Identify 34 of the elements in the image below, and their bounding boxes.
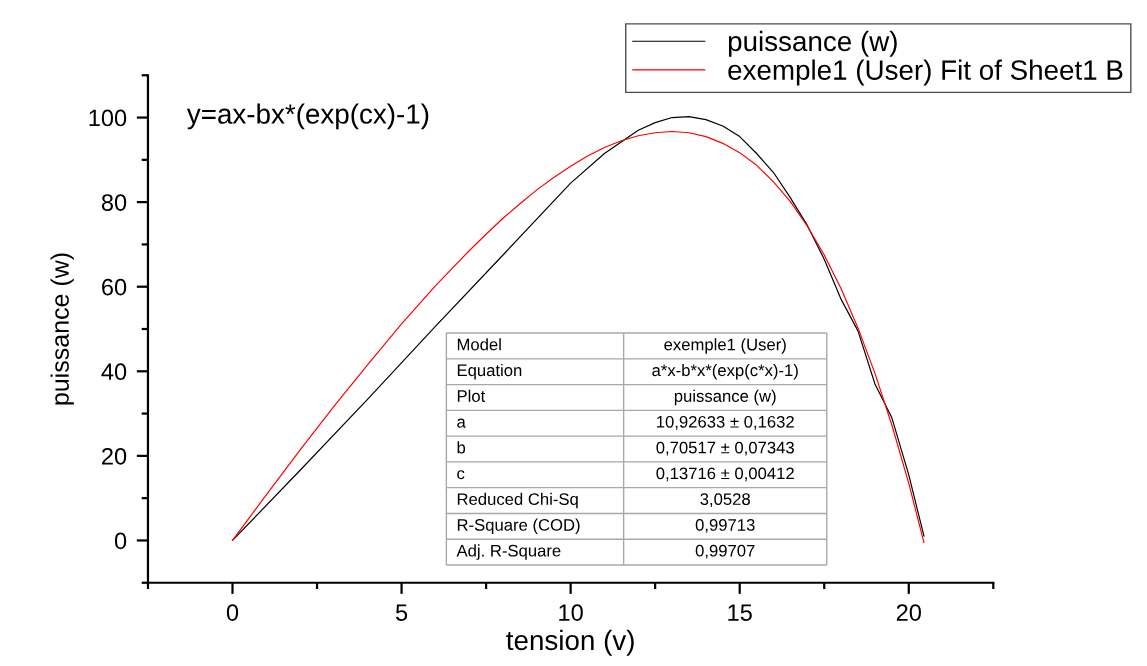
legend-label: exemple1 (User) Fit of Sheet1 B	[728, 59, 1123, 86]
annotation: 0,99713	[695, 519, 755, 533]
y-tick-label: 40	[101, 363, 127, 381]
annotation: 0,99707	[695, 544, 755, 559]
x-tick-label: 20	[896, 604, 921, 621]
annotation: a*x-b*x*(exp(c*x)-1)	[652, 363, 798, 380]
annotation: 0,70517 ± 0,07343	[656, 441, 794, 456]
x-tick-label: 5	[395, 604, 408, 621]
annotation: puissance (w)	[674, 389, 776, 406]
annotation: Equation	[457, 363, 522, 380]
legend-label: puissance (w)	[728, 30, 897, 57]
y-axis-title: puissance (w)	[50, 253, 74, 405]
annotation: Plot	[457, 389, 486, 402]
x-tick-label: 10	[559, 604, 583, 621]
annotation: c	[457, 470, 465, 480]
annotation: exemple1 (User)	[664, 338, 786, 354]
annotation: a	[457, 418, 466, 428]
x-axis-title: tension (v)	[506, 629, 634, 656]
y-tick-label: 0	[114, 532, 127, 550]
y-tick-label: 20	[102, 447, 127, 465]
annotation: Reduced Chi-Sq	[457, 492, 578, 509]
x-tick-label: 0	[226, 604, 239, 621]
annotation: 10,92633 ± 0,1632	[657, 415, 794, 430]
annotation: b	[457, 441, 466, 454]
annotation: y=ax-bx*(exp(cx)-1)	[186, 103, 429, 130]
y-tick-label: 80	[101, 194, 127, 211]
annotation: 0,13716 ± 0,00412	[656, 467, 794, 482]
annotation: R-Square (COD)	[457, 518, 580, 535]
annotation: 3,0528	[700, 493, 750, 508]
annotation: Adj. R-Square	[456, 544, 561, 560]
annotation: Model	[457, 338, 501, 351]
x-tick-label: 15	[728, 604, 752, 621]
y-tick-label: 60	[102, 278, 127, 296]
y-tick-label: 100	[89, 109, 127, 127]
